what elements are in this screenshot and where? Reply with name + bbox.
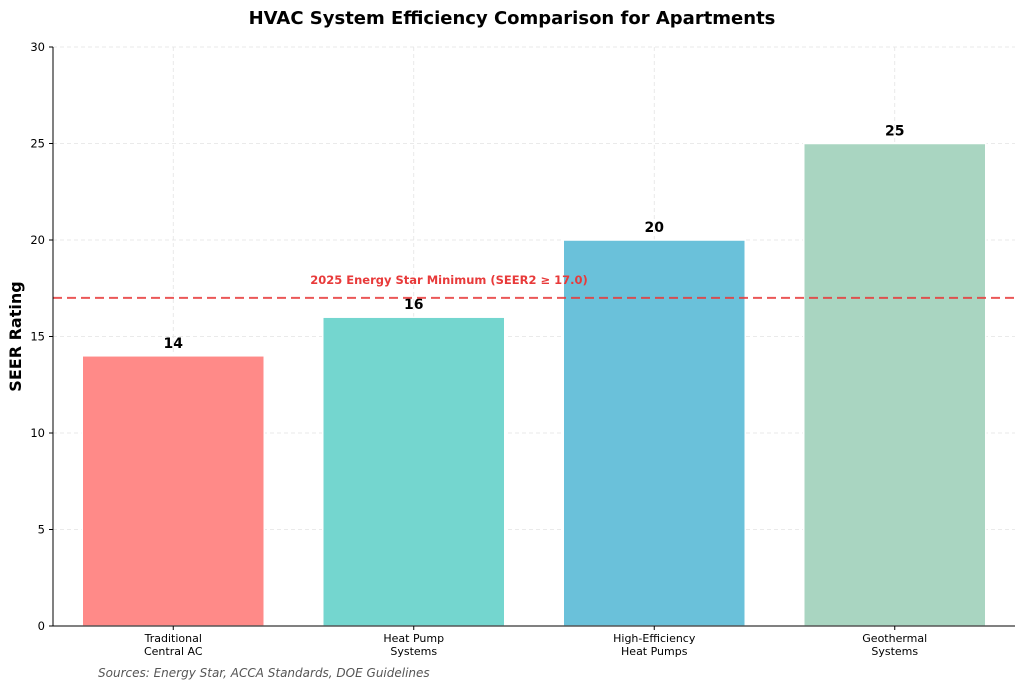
chart-title: HVAC System Efficiency Comparison for Ap…: [249, 8, 776, 29]
y-tick-label: 20: [30, 233, 45, 247]
data-label: 14: [164, 336, 184, 352]
x-tick-label: Heat Pumps: [621, 645, 688, 658]
y-tick-label: 0: [38, 619, 45, 633]
reference-line-label: 2025 Energy Star Minimum (SEER2 ≥ 17.0): [310, 273, 588, 287]
bar-0: [81, 355, 265, 627]
y-tick-label: 30: [30, 40, 45, 54]
source-note: Sources: Energy Star, ACCA Standards, DO…: [98, 666, 430, 680]
y-axis-label: SEER Rating: [6, 281, 25, 391]
data-label: 16: [404, 297, 423, 313]
x-tick-label: High-Efficiency: [613, 632, 696, 645]
bar-1: [322, 316, 506, 627]
x-tick-label: Systems: [871, 645, 918, 658]
y-tick-label: 15: [30, 330, 45, 344]
data-label: 25: [885, 124, 904, 140]
x-tick-label: Traditional: [144, 632, 202, 645]
bar-3: [803, 142, 987, 627]
x-tick-label: Central AC: [144, 645, 203, 658]
x-tick-label: Geothermal: [862, 632, 927, 645]
x-tick-label: Heat Pump: [383, 632, 444, 645]
y-tick-label: 10: [30, 426, 45, 440]
bar-2: [562, 239, 746, 627]
y-tick-label: 25: [30, 137, 45, 151]
x-tick-label: Systems: [390, 645, 437, 658]
y-tick-label: 5: [38, 523, 45, 537]
data-label: 20: [645, 220, 665, 236]
